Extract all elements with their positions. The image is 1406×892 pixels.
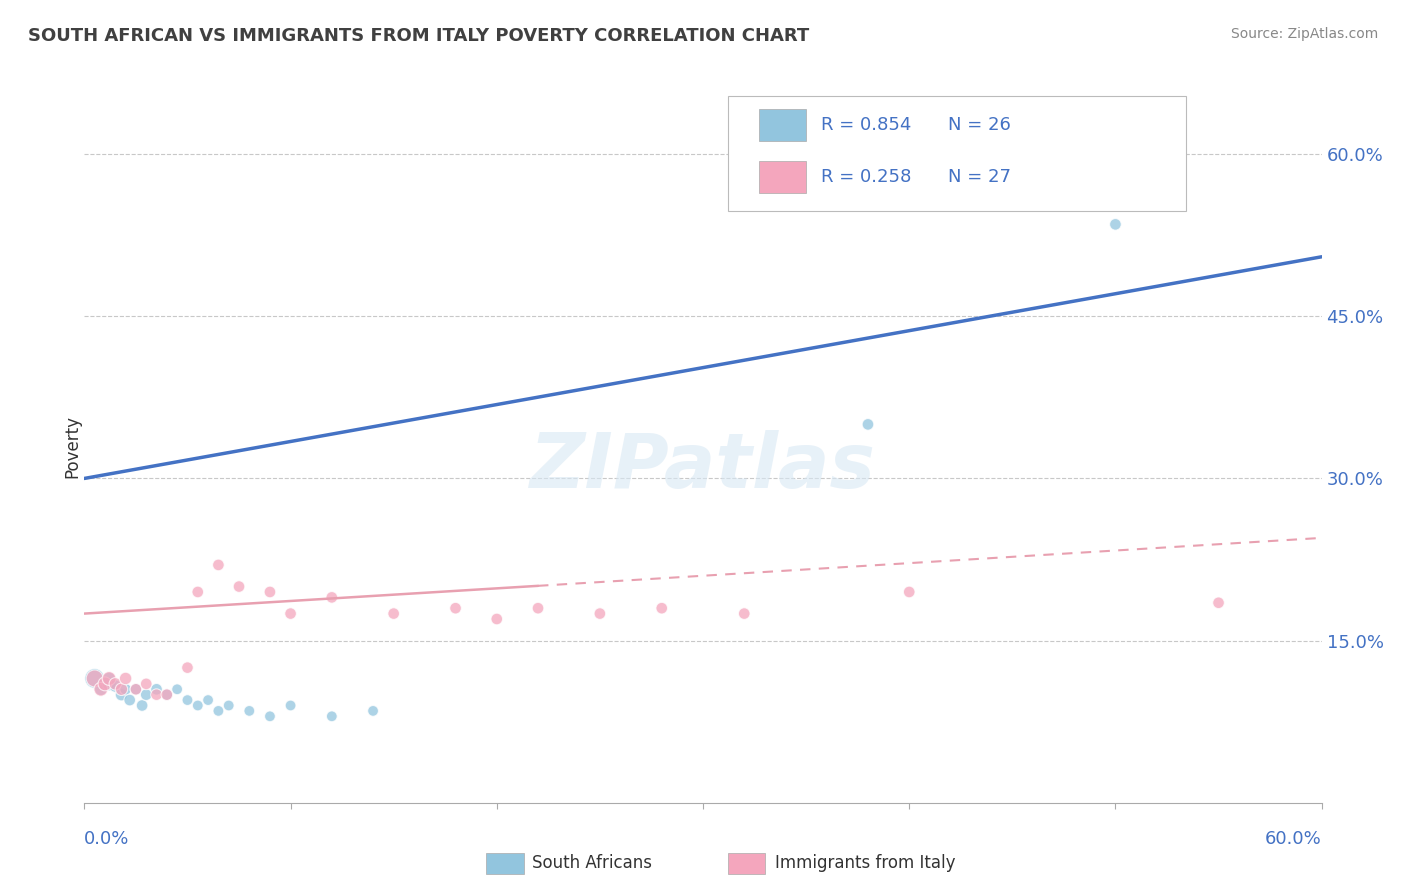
Point	[1104, 218, 1126, 232]
Point	[135, 688, 157, 702]
Point	[238, 704, 260, 718]
Point	[110, 688, 132, 702]
FancyBboxPatch shape	[728, 96, 1185, 211]
Point	[733, 607, 755, 621]
Text: 60.0%: 60.0%	[1265, 830, 1322, 848]
Text: ZIPatlas: ZIPatlas	[530, 431, 876, 504]
Point	[651, 601, 673, 615]
Point	[110, 682, 132, 697]
Point	[125, 682, 148, 697]
Point	[218, 698, 240, 713]
Point	[259, 709, 281, 723]
Point	[145, 682, 167, 697]
Point	[321, 709, 343, 723]
FancyBboxPatch shape	[759, 161, 806, 194]
Point	[156, 688, 179, 702]
Text: N = 26: N = 26	[948, 117, 1011, 135]
Point	[98, 672, 121, 686]
Text: SOUTH AFRICAN VS IMMIGRANTS FROM ITALY POVERTY CORRELATION CHART: SOUTH AFRICAN VS IMMIGRANTS FROM ITALY P…	[28, 27, 810, 45]
Point	[98, 677, 121, 691]
Point	[187, 698, 209, 713]
FancyBboxPatch shape	[728, 853, 765, 874]
Point	[382, 607, 405, 621]
Point	[176, 660, 198, 674]
Point	[444, 601, 467, 615]
Text: Source: ZipAtlas.com: Source: ZipAtlas.com	[1230, 27, 1378, 41]
Point	[90, 682, 112, 697]
Text: Immigrants from Italy: Immigrants from Italy	[775, 855, 955, 872]
Text: R = 0.854: R = 0.854	[821, 117, 911, 135]
Point	[259, 585, 281, 599]
Point	[856, 417, 879, 432]
Point	[228, 580, 250, 594]
Point	[207, 558, 229, 572]
Point	[118, 693, 141, 707]
Text: R = 0.258: R = 0.258	[821, 169, 911, 186]
Point	[114, 672, 136, 686]
Point	[135, 677, 157, 691]
Text: 0.0%: 0.0%	[84, 830, 129, 848]
Point	[131, 698, 153, 713]
Point	[361, 704, 384, 718]
Point	[156, 688, 179, 702]
Point	[125, 682, 148, 697]
Point	[1208, 596, 1230, 610]
Point	[104, 679, 127, 693]
FancyBboxPatch shape	[486, 853, 523, 874]
Point	[104, 677, 127, 691]
Point	[94, 677, 117, 691]
Point	[98, 672, 121, 686]
Point	[898, 585, 921, 599]
Point	[187, 585, 209, 599]
Y-axis label: Poverty: Poverty	[63, 415, 82, 477]
Point	[197, 693, 219, 707]
Point	[114, 682, 136, 697]
Point	[321, 591, 343, 605]
Point	[166, 682, 188, 697]
Text: N = 27: N = 27	[948, 169, 1011, 186]
Point	[280, 698, 302, 713]
Point	[207, 704, 229, 718]
Point	[83, 672, 105, 686]
Point	[90, 682, 112, 697]
Point	[485, 612, 508, 626]
Point	[280, 607, 302, 621]
FancyBboxPatch shape	[759, 110, 806, 142]
Point	[83, 672, 105, 686]
Point	[589, 607, 612, 621]
Point	[527, 601, 550, 615]
Point	[176, 693, 198, 707]
Text: South Africans: South Africans	[533, 855, 652, 872]
Point	[145, 688, 167, 702]
